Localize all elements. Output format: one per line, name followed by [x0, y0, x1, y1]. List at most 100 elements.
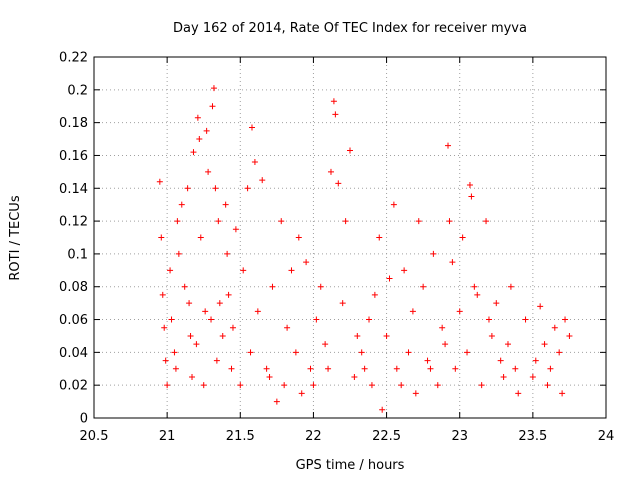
data-point	[159, 291, 166, 298]
data-point	[488, 332, 495, 339]
data-point	[190, 149, 197, 156]
x-tick-label: 21	[159, 429, 176, 444]
data-point	[532, 357, 539, 364]
data-point	[459, 234, 466, 241]
data-point	[544, 382, 551, 389]
data-point	[325, 365, 332, 372]
data-point	[213, 357, 220, 364]
data-point	[298, 390, 305, 397]
data-point	[210, 85, 217, 92]
data-point	[537, 303, 544, 310]
data-point	[164, 382, 171, 389]
data-point	[342, 218, 349, 225]
data-point	[167, 267, 174, 274]
x-tick-label: 21.5	[226, 429, 255, 444]
data-point	[478, 382, 485, 389]
data-point	[251, 159, 258, 166]
data-point	[168, 316, 175, 323]
y-tick-label: 0.22	[59, 51, 88, 66]
data-point	[259, 177, 266, 184]
data-point	[216, 300, 223, 307]
data-point	[434, 382, 441, 389]
data-point	[376, 234, 383, 241]
data-point	[292, 349, 299, 356]
data-point	[551, 324, 558, 331]
data-point	[181, 283, 188, 290]
y-tick-label: 0	[80, 412, 88, 427]
data-point	[212, 185, 219, 192]
data-point	[189, 373, 196, 380]
data-point	[559, 390, 566, 397]
data-point	[512, 365, 519, 372]
data-point	[485, 316, 492, 323]
data-point	[456, 308, 463, 315]
data-point	[424, 357, 431, 364]
data-point	[327, 168, 334, 175]
grid-lines	[94, 57, 606, 418]
axis-ticks: 20.5 21 21.5 22 22.5 23 23.5 24 0 0.02 0.04 0.06 0.0…	[59, 51, 614, 445]
data-point	[468, 193, 475, 200]
y-tick-label: 0.2	[67, 83, 88, 98]
y-tick-label: 0.04	[59, 346, 88, 361]
data-point	[500, 373, 507, 380]
data-point	[219, 332, 226, 339]
data-point	[209, 103, 216, 110]
data-point	[156, 178, 163, 185]
data-point	[515, 390, 522, 397]
y-tick-label: 0.06	[59, 313, 88, 328]
data-point	[202, 308, 209, 315]
data-point	[162, 357, 169, 364]
data-point	[186, 300, 193, 307]
data-point	[405, 349, 412, 356]
data-point	[439, 324, 446, 331]
data-point	[205, 168, 212, 175]
data-points	[156, 85, 573, 413]
data-point	[507, 283, 514, 290]
y-tick-label: 0.18	[59, 116, 88, 131]
data-point	[310, 382, 317, 389]
y-tick-label: 0.08	[59, 280, 88, 295]
data-point	[412, 390, 419, 397]
data-point	[430, 250, 437, 257]
x-axis-label: GPS time / hours	[296, 458, 405, 473]
data-point	[295, 234, 302, 241]
data-point	[452, 365, 459, 372]
data-point	[200, 382, 207, 389]
data-point	[273, 398, 280, 405]
y-tick-label: 0.02	[59, 379, 88, 394]
data-point	[215, 218, 222, 225]
data-point	[493, 300, 500, 307]
x-tick-label: 20.5	[80, 429, 109, 444]
data-point	[415, 218, 422, 225]
data-point	[547, 365, 554, 372]
data-point	[361, 365, 368, 372]
data-point	[281, 382, 288, 389]
data-point	[197, 234, 204, 241]
data-point	[442, 341, 449, 348]
data-point	[288, 267, 295, 274]
data-point	[232, 226, 239, 233]
data-point	[366, 316, 373, 323]
data-point	[322, 341, 329, 348]
data-point	[284, 324, 291, 331]
data-point	[174, 218, 181, 225]
data-point	[497, 357, 504, 364]
data-point	[248, 124, 255, 131]
data-point	[175, 250, 182, 257]
data-point	[522, 316, 529, 323]
data-point	[358, 349, 365, 356]
data-point	[330, 98, 337, 105]
data-point	[317, 283, 324, 290]
data-point	[368, 382, 375, 389]
data-point	[449, 259, 456, 266]
data-point	[556, 349, 563, 356]
data-point	[401, 267, 408, 274]
data-point	[196, 136, 203, 143]
chart-title: Day 162 of 2014, Rate Of TEC Index for r…	[173, 21, 527, 36]
data-point	[269, 283, 276, 290]
data-point	[529, 373, 536, 380]
data-point	[237, 382, 244, 389]
data-point	[466, 181, 473, 188]
